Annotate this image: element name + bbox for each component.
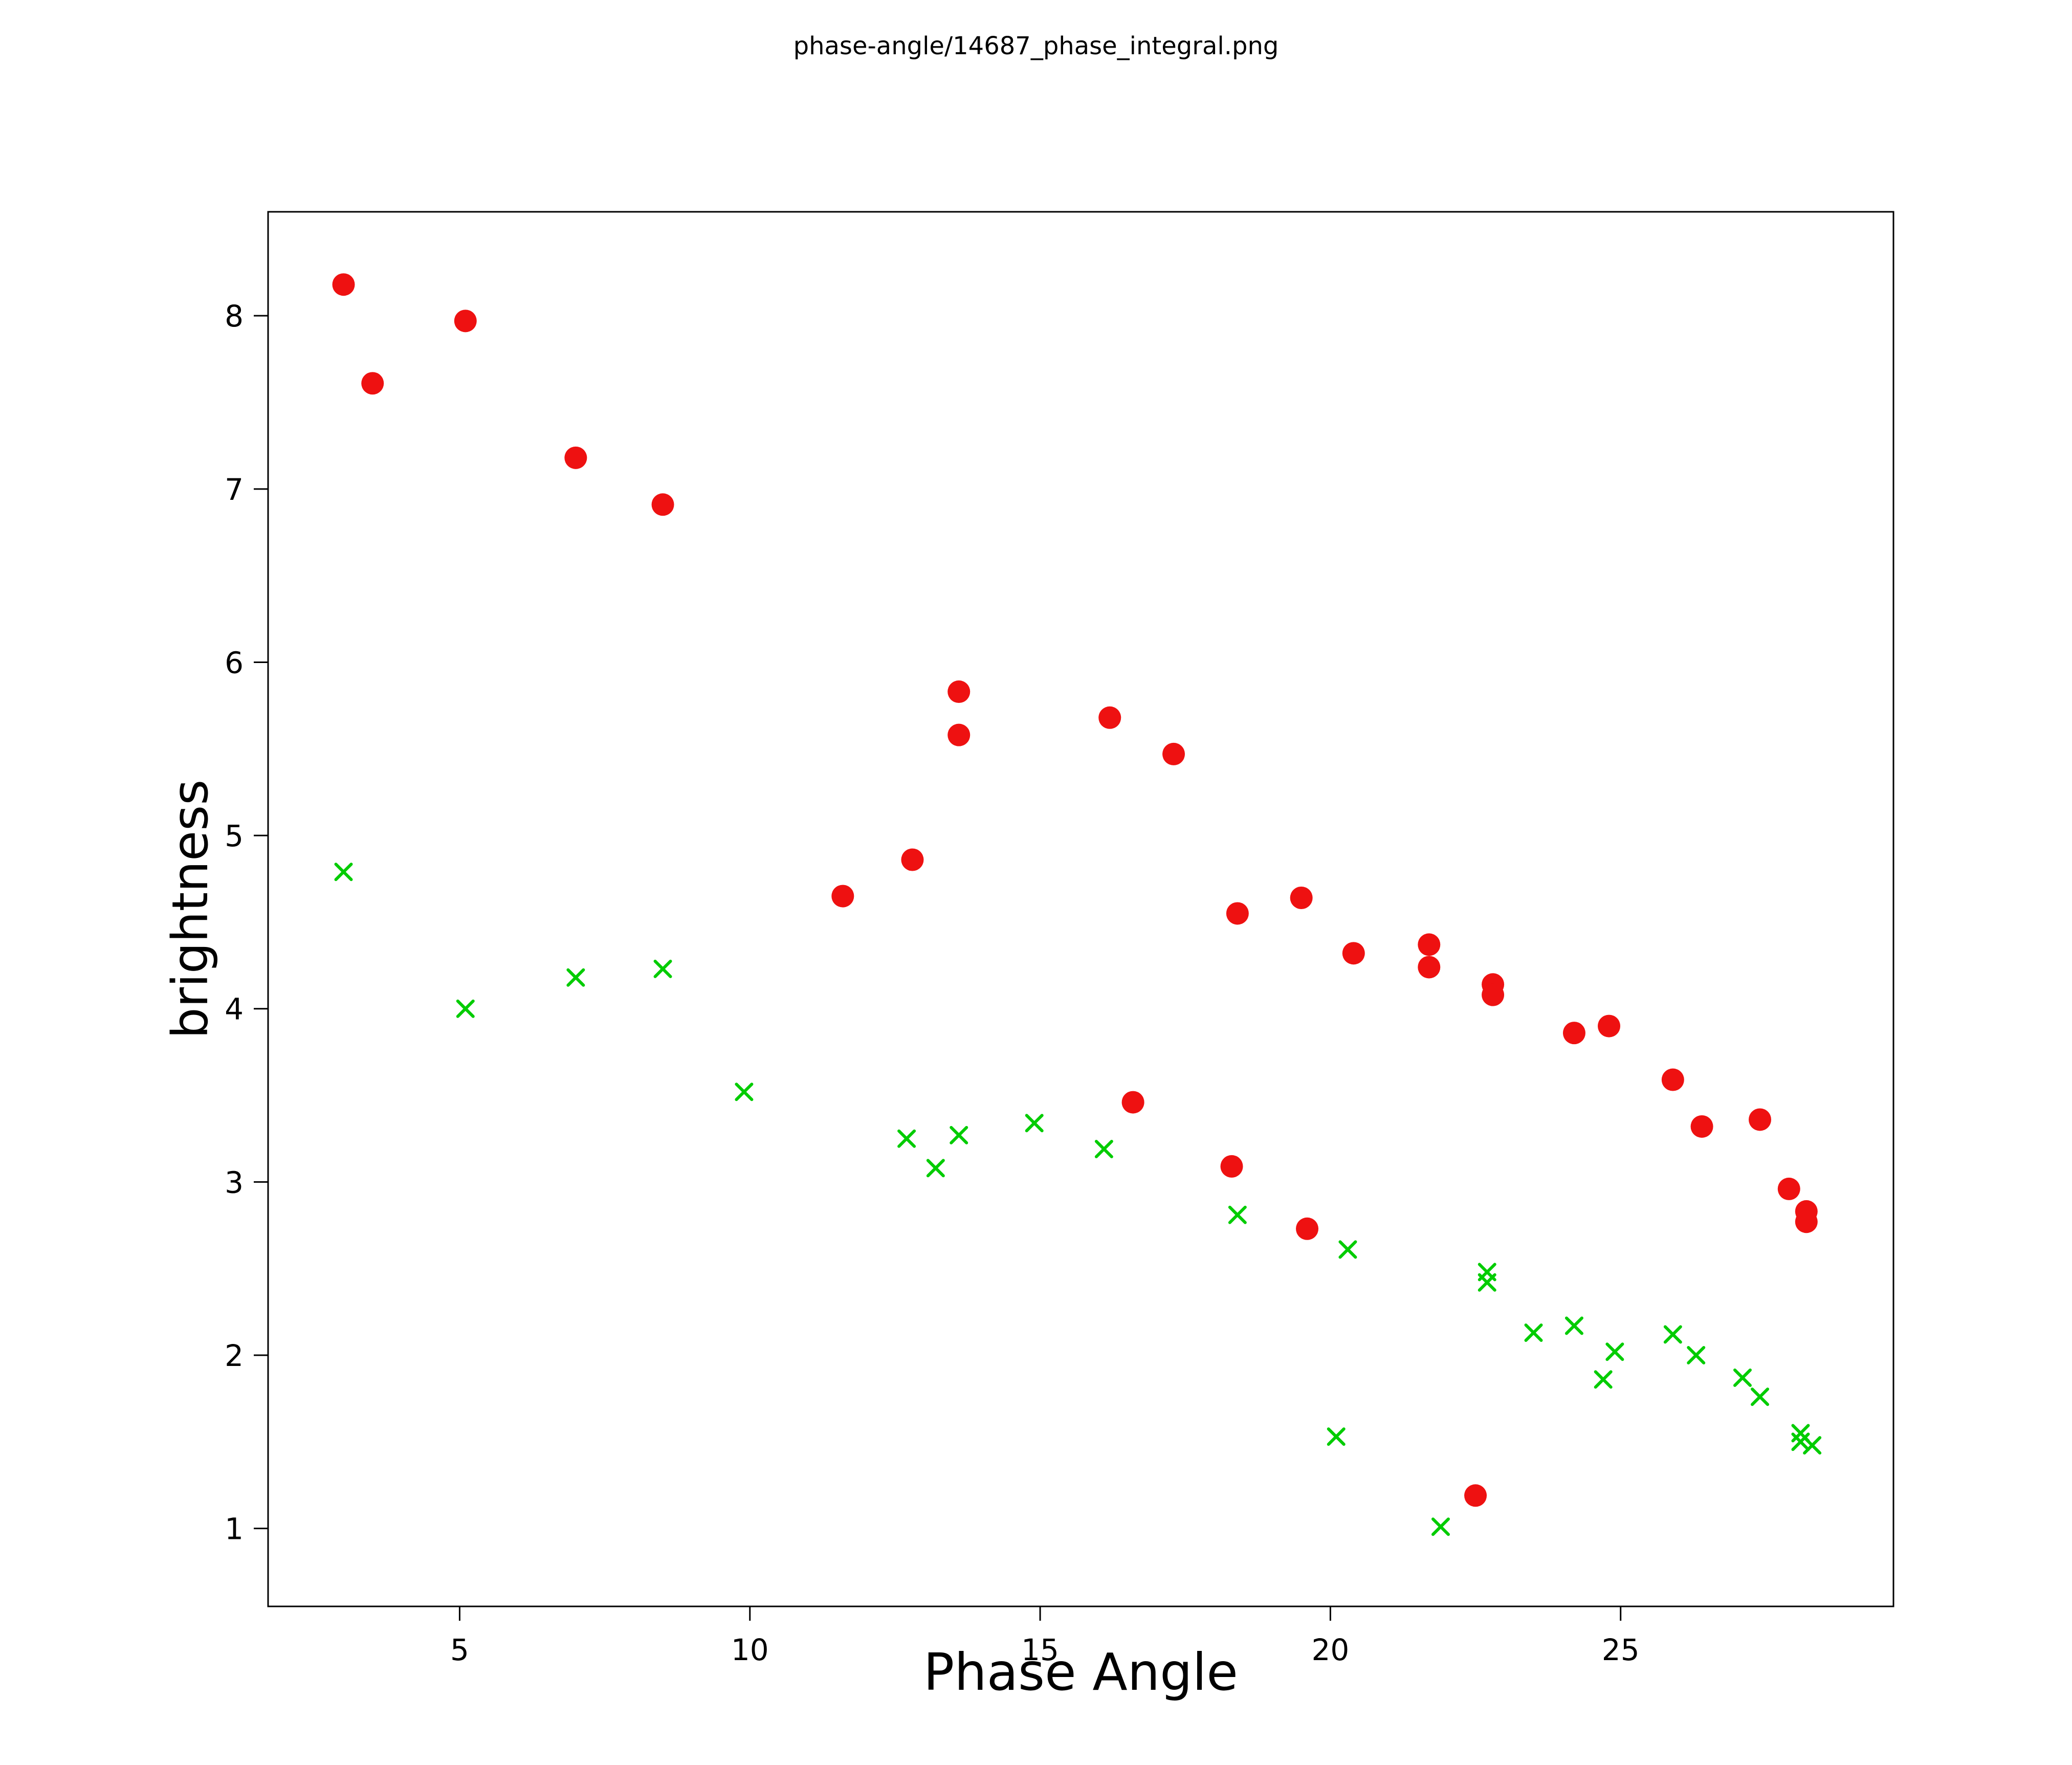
data-point-x [1327, 1427, 1346, 1446]
y-tick-label: 6 [225, 645, 244, 680]
data-point-circle [454, 310, 477, 333]
data-point-circle [651, 493, 674, 516]
data-point-circle [1661, 1068, 1684, 1091]
data-point-x [566, 968, 585, 987]
data-point-x [950, 1126, 968, 1144]
plot-border [267, 211, 1894, 1607]
data-point-circle [947, 680, 971, 703]
data-point-circle [1098, 706, 1121, 729]
x-tick-label: 25 [1602, 1632, 1640, 1667]
data-point-circle [1777, 1177, 1800, 1200]
data-point-circle [1220, 1155, 1243, 1178]
series-green-x [334, 863, 1822, 1536]
data-point-circle [1226, 902, 1249, 925]
data-point-x [1564, 1316, 1583, 1335]
data-point-x [1338, 1240, 1357, 1259]
data-point-circle [1562, 1022, 1585, 1045]
y-tick-label: 2 [225, 1338, 244, 1373]
data-point-x [1228, 1205, 1247, 1224]
data-point-circle [1749, 1108, 1772, 1131]
series-red-circles [332, 273, 1818, 1507]
data-point-x [1094, 1140, 1113, 1159]
data-point-circle [1418, 933, 1441, 956]
y-tick-label: 5 [225, 819, 244, 853]
y-tick-label: 7 [225, 472, 244, 507]
data-point-circle [901, 848, 924, 871]
data-point-circle [1690, 1115, 1713, 1138]
data-point-x [1524, 1323, 1543, 1342]
data-point-circle [332, 273, 355, 296]
data-point-circle [947, 723, 971, 746]
y-tick-label: 3 [225, 1165, 244, 1200]
data-point-x [1751, 1387, 1770, 1406]
x-tick-label: 20 [1311, 1632, 1349, 1667]
data-point-x [456, 999, 475, 1018]
x-tick-label: 10 [731, 1632, 769, 1667]
data-point-circle [361, 372, 384, 395]
data-point-circle [1342, 942, 1365, 965]
data-point-x [1803, 1436, 1822, 1455]
chart-title: phase-angle/14687_phase_integral.png [793, 32, 1279, 60]
data-point-circle [1795, 1210, 1818, 1233]
data-point-circle [1598, 1014, 1621, 1038]
y-tick-label: 1 [225, 1512, 244, 1547]
data-point-x [735, 1083, 754, 1101]
data-point-circle [564, 446, 587, 469]
x-axis-label: Phase Angle [923, 1642, 1238, 1702]
data-point-x [1431, 1517, 1450, 1536]
data-point-circle [1464, 1484, 1487, 1507]
data-point-x [1733, 1369, 1752, 1387]
data-point-x [1605, 1342, 1624, 1361]
data-point-circle [831, 885, 854, 908]
data-point-x [1687, 1345, 1706, 1364]
data-point-circle [1418, 956, 1441, 979]
data-point-x [1478, 1273, 1496, 1292]
data-point-x [1663, 1325, 1682, 1344]
data-point-circle [1296, 1217, 1319, 1240]
data-point-x [1791, 1432, 1810, 1451]
data-point-x [1025, 1114, 1044, 1133]
data-point-circle [1121, 1091, 1144, 1114]
y-tick-label: 4 [225, 992, 244, 1027]
y-tick-label: 8 [225, 299, 244, 334]
data-point-x [653, 959, 672, 978]
data-point-x [334, 863, 353, 881]
data-point-circle [1162, 742, 1185, 765]
data-point-circle [1290, 886, 1313, 909]
data-point-circle [1482, 983, 1505, 1006]
y-axis-label: brightness [162, 779, 219, 1039]
data-point-x [1594, 1370, 1613, 1389]
x-tick-label: 5 [450, 1632, 469, 1667]
data-point-x [926, 1159, 945, 1178]
data-point-x [897, 1129, 916, 1148]
x-tick-label: 15 [1021, 1632, 1059, 1667]
